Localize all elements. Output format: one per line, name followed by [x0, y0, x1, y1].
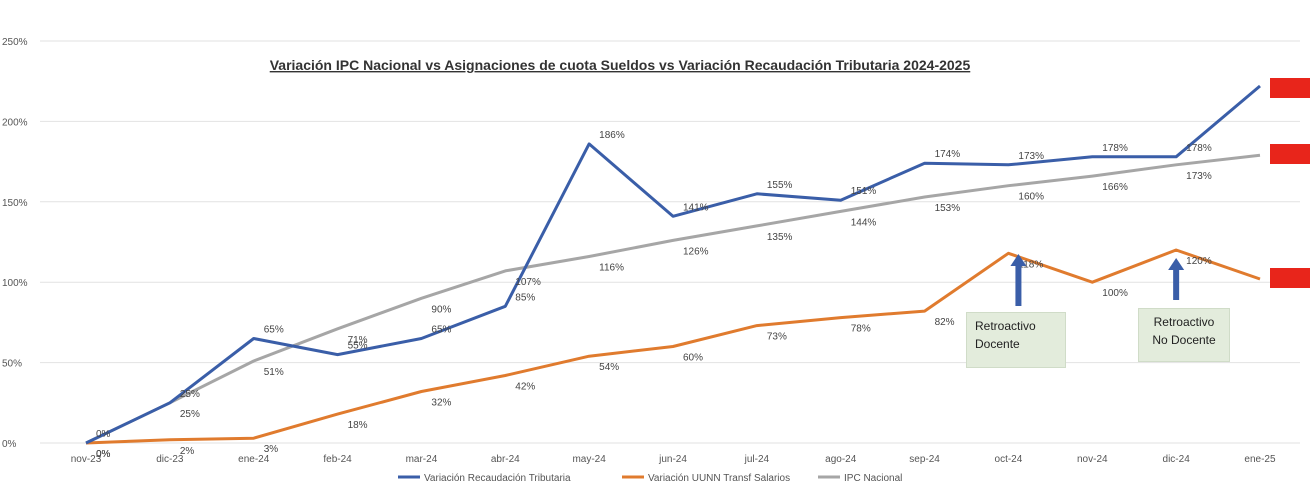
annotation-arrows: [1010, 254, 1185, 306]
arrow-head: [1168, 258, 1185, 270]
data-label: 141%: [683, 202, 709, 213]
x-axis-ticks: nov-23 dic-23 ene-24 feb-24 mar-24 abr-24 may-…: [71, 454, 1276, 465]
x-tick-label: ago-24: [825, 454, 857, 465]
data-label: 118%: [1018, 259, 1043, 270]
data-label: 73%: [767, 332, 787, 343]
data-label: 174%: [935, 149, 961, 160]
annotation-line2: No Docente: [1152, 333, 1216, 347]
data-label: 42%: [515, 381, 535, 392]
data-label: 151%: [851, 186, 877, 197]
x-tick-label: sep-24: [909, 454, 940, 465]
data-label: 51%: [264, 367, 284, 378]
legend: Variación Recaudación Tributaria Variació…: [398, 473, 902, 484]
data-label: 0%: [96, 449, 111, 460]
x-tick-label: nov-24: [1077, 454, 1108, 465]
data-label: 186%: [599, 130, 625, 141]
x-tick-label: feb-24: [323, 454, 352, 465]
data-label: 120%: [1186, 256, 1212, 267]
data-label: 82%: [935, 317, 955, 328]
data-label: 0%: [96, 449, 111, 460]
end-marker: [1270, 268, 1310, 288]
y-tick-label: 0%: [2, 439, 17, 450]
y-tick-label: 250%: [2, 37, 28, 48]
data-label: 78%: [851, 324, 871, 335]
x-tick-label: dic-23: [156, 454, 184, 465]
arrow-head: [1010, 254, 1027, 266]
data-label: 178%: [1102, 143, 1128, 154]
data-label: 116%: [599, 262, 624, 273]
x-tick-label: mar-24: [406, 454, 438, 465]
data-label: 2%: [180, 446, 195, 457]
end-markers: [1270, 78, 1310, 288]
annotation-retroactivo-docente: Retroactivo Docente: [966, 312, 1066, 368]
data-label: 25%: [180, 389, 200, 400]
x-tick-label: jun-24: [658, 454, 687, 465]
x-tick-label: ene-24: [238, 454, 270, 465]
data-label: 55%: [348, 341, 368, 352]
end-marker: [1270, 144, 1310, 164]
data-labels: 0% 25% 51% 71% 90% 107% 116% 126% 135% 144% 153% 16…: [96, 130, 1212, 460]
x-tick-label: may-24: [572, 454, 606, 465]
annotation-line1: Retroactivo: [1153, 315, 1215, 329]
data-label: 153%: [935, 203, 961, 214]
data-label: 126%: [683, 246, 709, 257]
data-label: 144%: [851, 217, 877, 228]
annotation-retroactivo-no-docente: Retroactivo No Docente: [1138, 308, 1230, 362]
annotation-line1: Retroactivo: [975, 319, 1036, 333]
data-label: 178%: [1186, 143, 1212, 154]
legend-label: Variación UUNN Transf Salarios: [648, 473, 790, 484]
x-tick-label: jul-24: [744, 454, 770, 465]
data-label: 160%: [1018, 192, 1044, 203]
series-line: [85, 84, 1261, 445]
data-label: 90%: [431, 304, 451, 315]
arrow-shaft: [1173, 268, 1180, 300]
data-label: 3%: [264, 444, 279, 455]
data-label: 166%: [1102, 182, 1128, 193]
data-label: 173%: [1018, 151, 1044, 162]
data-label: 107%: [515, 277, 541, 288]
data-label: 18%: [348, 420, 368, 431]
data-label: 65%: [431, 324, 451, 335]
data-label: 85%: [515, 292, 535, 303]
data-label: 71%: [348, 335, 368, 346]
y-tick-label: 150%: [2, 198, 28, 209]
y-tick-label: 100%: [2, 278, 28, 289]
x-tick-label: dic-24: [1163, 454, 1191, 465]
data-label: 0%: [96, 429, 111, 440]
legend-label: Variación Recaudación Tributaria: [424, 473, 571, 484]
x-tick-label: oct-24: [995, 454, 1023, 465]
series-line: [85, 153, 1261, 445]
arrow-shaft: [1015, 264, 1022, 306]
data-label: 173%: [1186, 171, 1212, 182]
chart-title: Variación IPC Nacional vs Asignaciones d…: [270, 57, 971, 73]
data-label: 32%: [431, 398, 451, 409]
series-line: [85, 248, 1261, 445]
data-label: 100%: [1102, 288, 1128, 299]
annotation-line2: Docente: [975, 337, 1020, 351]
data-label: 54%: [599, 362, 619, 373]
x-tick-label: nov-23: [71, 454, 102, 465]
y-tick-label: 200%: [2, 117, 28, 128]
data-label: 25%: [180, 409, 200, 420]
data-label: 135%: [767, 232, 793, 243]
data-label: 60%: [683, 353, 703, 364]
x-tick-label: ene-25: [1244, 454, 1276, 465]
data-label: 155%: [767, 180, 793, 191]
y-tick-label: 50%: [2, 359, 22, 370]
data-label: 65%: [264, 324, 284, 335]
end-marker: [1270, 78, 1310, 98]
y-axis-ticks: 0% 50% 100% 150% 200% 250%: [2, 37, 28, 450]
series-lines: [85, 84, 1261, 445]
x-tick-label: abr-24: [491, 454, 520, 465]
legend-label: IPC Nacional: [844, 473, 902, 484]
